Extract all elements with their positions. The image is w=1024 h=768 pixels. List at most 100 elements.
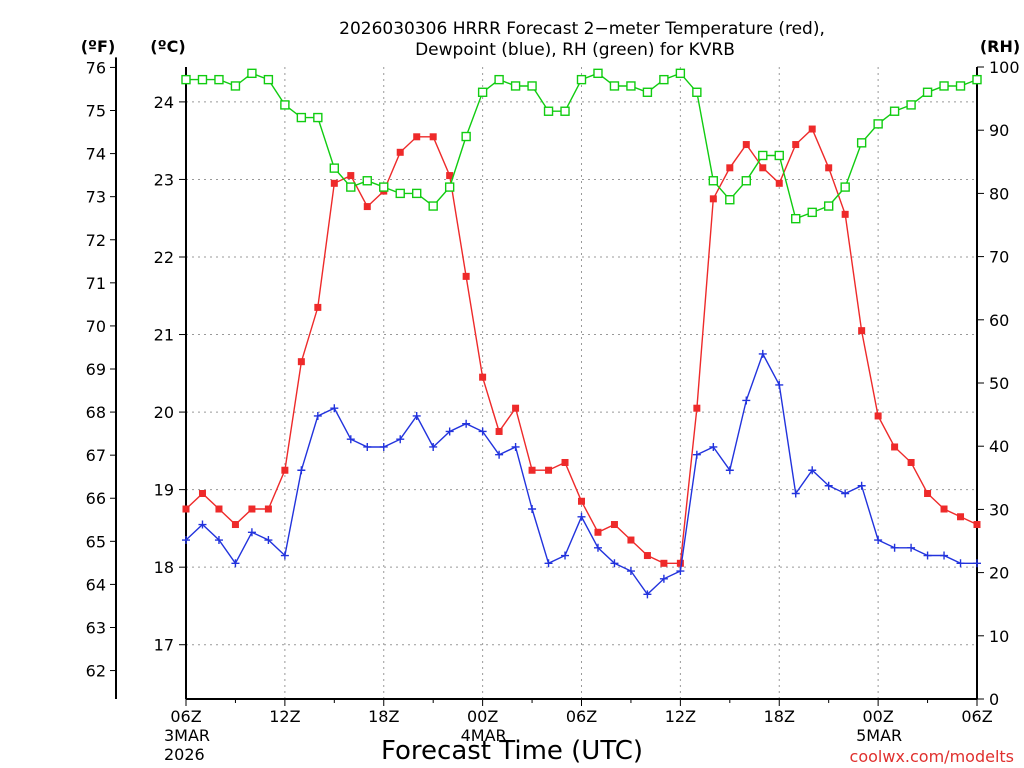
- dewpoint-point: [495, 450, 504, 459]
- temperature-point: [627, 536, 635, 544]
- rh-point: [889, 106, 900, 116]
- dewpoint-line: [185, 352, 977, 596]
- temperature-point: [314, 303, 322, 311]
- x-tick-label: 06Z: [170, 707, 201, 726]
- rh-point: [576, 74, 587, 85]
- rh-tick-label: 0: [989, 690, 999, 709]
- rh-point: [280, 100, 290, 110]
- x-tick-label: 18Z: [764, 707, 795, 726]
- temperature-point: [462, 272, 470, 280]
- series: [181, 68, 982, 599]
- x-tick-label: 00Z: [467, 707, 498, 726]
- rh-tick-label: 10: [989, 627, 1009, 646]
- rh-point: [692, 87, 702, 97]
- rh-point: [362, 176, 372, 186]
- dewpoint-point: [775, 380, 784, 389]
- rh-tick-label: 60: [989, 311, 1009, 330]
- temperature-point: [512, 404, 520, 412]
- dewpoint-point: [973, 559, 981, 568]
- temperature-point: [841, 210, 849, 218]
- dewpoint-point: [363, 442, 372, 451]
- chart-title: 2026030306 HRRR Forecast 2−meter Tempera…: [339, 19, 825, 39]
- rh-point: [461, 131, 471, 142]
- temperature-point: [907, 458, 915, 466]
- rh-tick-label: 100: [989, 58, 1020, 77]
- temperature-point: [940, 505, 948, 513]
- x-tick-label: 06Z: [961, 707, 992, 726]
- dewpoint-point: [857, 481, 866, 490]
- temperature-point: [759, 164, 767, 172]
- celsius-tick-label: 24: [154, 93, 174, 112]
- temperature-point: [479, 373, 487, 381]
- rh-tick-label: 90: [989, 121, 1009, 140]
- celsius-tick-label: 23: [154, 170, 174, 189]
- rh-point: [626, 81, 636, 91]
- dewpoint-point: [528, 505, 537, 514]
- temperature-point: [578, 497, 585, 505]
- temperature-point: [726, 164, 734, 172]
- x-tick-label: 12Z: [269, 707, 300, 726]
- temperature-point: [709, 195, 717, 203]
- dewpoint-point: [791, 489, 800, 498]
- rh-point: [477, 87, 488, 97]
- temperature-point: [297, 358, 305, 366]
- rh-point: [791, 213, 801, 224]
- rh-unit-label: (RH): [980, 37, 1020, 56]
- dewpoint-point: [214, 536, 223, 545]
- temperature-point: [973, 521, 981, 529]
- x-date-label: 3MAR: [164, 726, 210, 745]
- rh-point: [313, 112, 323, 123]
- fahrenheit-tick-label: 75: [86, 102, 106, 121]
- dewpoint-point: [758, 349, 767, 358]
- rh-point: [840, 182, 850, 192]
- dewpoint-point: [511, 442, 520, 451]
- rh-point: [428, 201, 438, 211]
- rh-point: [560, 106, 570, 116]
- fahrenheit-tick-label: 70: [86, 317, 106, 336]
- rh-point: [856, 138, 867, 148]
- dewpoint-point: [610, 559, 619, 568]
- celsius-unit-label: (ºC): [150, 37, 185, 56]
- celsius-tick-label: 21: [154, 326, 174, 345]
- fahrenheit-tick-label: 67: [86, 446, 106, 465]
- rh-tick-label: 70: [989, 248, 1009, 267]
- temperature-point: [957, 513, 965, 521]
- celsius-tick-label: 22: [154, 248, 174, 267]
- rh-point: [510, 81, 521, 91]
- dewpoint-point: [874, 536, 883, 545]
- temperature-point: [545, 466, 553, 474]
- axes: 62 63 64 65 66 67 68 69 70 71 72 73 74 75 76 17 18 19 20 21…: [86, 57, 1020, 709]
- credit-label: coolwx.com/modelts: [850, 747, 1014, 766]
- celsius-tick-label: 17: [154, 636, 174, 655]
- rh-point: [247, 68, 257, 79]
- dewpoint-point: [264, 536, 273, 545]
- temperature-point: [347, 172, 355, 180]
- temperature-point: [676, 559, 684, 567]
- temperature-point: [182, 505, 190, 513]
- fahrenheit-tick-label: 73: [86, 188, 106, 207]
- rh-tick-label: 30: [989, 500, 1009, 519]
- rh-point: [906, 100, 916, 110]
- dewpoint-point: [182, 536, 190, 545]
- temperature-point: [924, 490, 932, 498]
- temperature-point: [231, 521, 239, 529]
- rh-point: [972, 74, 982, 85]
- dewpoint-point: [692, 450, 701, 459]
- dewpoint-point: [346, 435, 355, 444]
- celsius-tick-label: 18: [154, 558, 174, 577]
- dewpoint-point: [676, 567, 685, 576]
- temperature-point: [594, 528, 602, 536]
- x-tick-label: 00Z: [862, 707, 893, 726]
- rh-point: [197, 74, 208, 85]
- dewpoint-point: [643, 590, 652, 599]
- temperature-point: [792, 141, 800, 149]
- temperature-point: [429, 133, 437, 141]
- rh-tick-label: 80: [989, 184, 1009, 203]
- rh-point: [873, 119, 883, 129]
- fahrenheit-tick-label: 64: [86, 575, 106, 594]
- fahrenheit-tick-label: 74: [86, 145, 106, 164]
- rh-point: [922, 87, 933, 97]
- rh-point: [758, 150, 768, 161]
- rh-point: [708, 176, 719, 186]
